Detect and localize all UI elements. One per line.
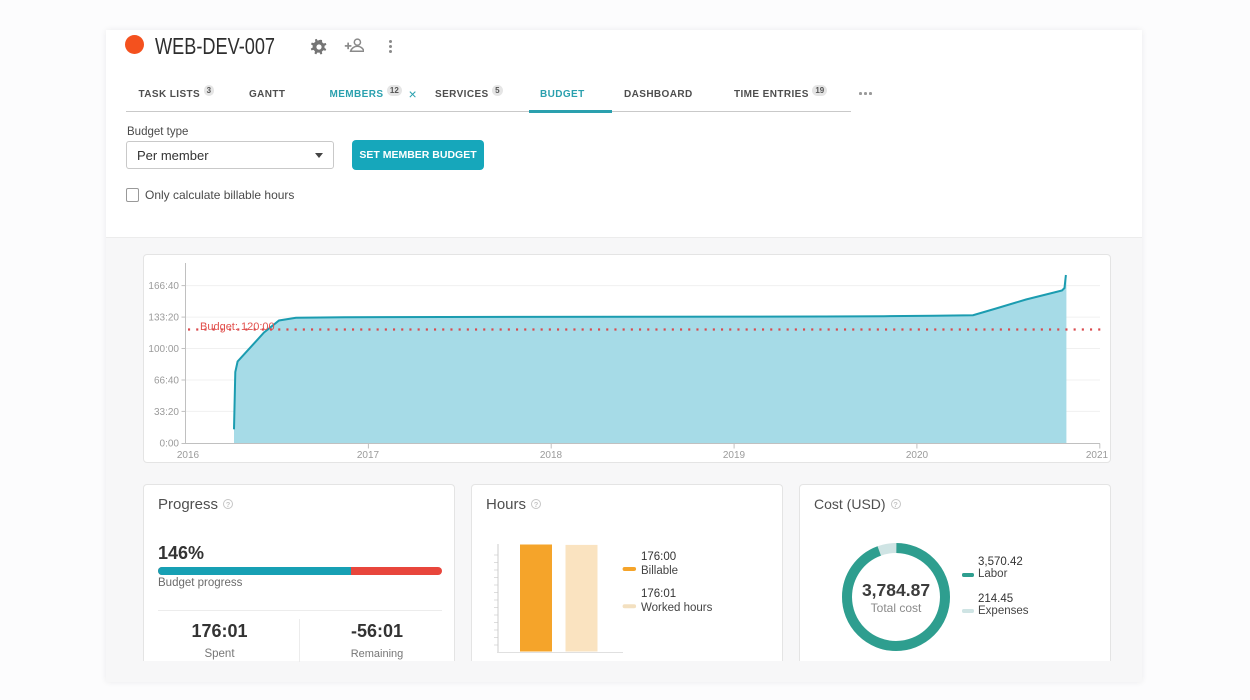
svg-text:0:00: 0:00	[160, 439, 180, 450]
svg-text:33:20: 33:20	[154, 407, 179, 418]
svg-text:2019: 2019	[723, 450, 746, 461]
svg-text:100:00: 100:00	[148, 344, 179, 355]
svg-text:66:40: 66:40	[154, 375, 179, 386]
svg-text:2020: 2020	[906, 450, 929, 461]
svg-text:2021: 2021	[1086, 450, 1109, 461]
svg-text:2017: 2017	[357, 450, 380, 461]
svg-text:166:40: 166:40	[148, 281, 179, 292]
svg-text:2018: 2018	[540, 450, 563, 461]
svg-text:133:20: 133:20	[148, 313, 179, 324]
svg-text:2016: 2016	[177, 450, 200, 461]
svg-text:Budget: 120:00: Budget: 120:00	[200, 321, 275, 333]
